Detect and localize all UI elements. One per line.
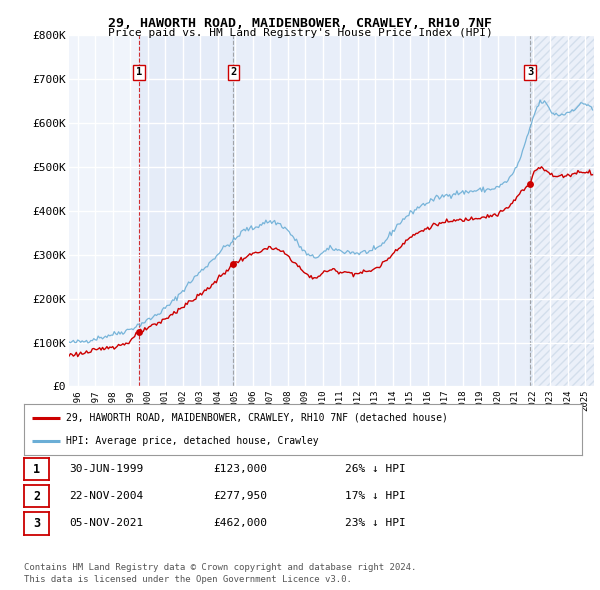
- Text: 3: 3: [33, 517, 40, 530]
- Bar: [530, 35, 594, 386]
- Text: £123,000: £123,000: [213, 464, 267, 474]
- Text: Price paid vs. HM Land Registry's House Price Index (HPI): Price paid vs. HM Land Registry's House …: [107, 28, 493, 38]
- Text: £462,000: £462,000: [213, 519, 267, 528]
- Text: 1: 1: [33, 463, 40, 476]
- Text: 17% ↓ HPI: 17% ↓ HPI: [345, 491, 406, 501]
- Bar: [139, 35, 233, 386]
- Text: 1: 1: [136, 67, 142, 77]
- Bar: [530, 35, 594, 386]
- Text: 23% ↓ HPI: 23% ↓ HPI: [345, 519, 406, 528]
- Text: 3: 3: [527, 67, 533, 77]
- Bar: [233, 35, 530, 386]
- Text: 30-JUN-1999: 30-JUN-1999: [69, 464, 143, 474]
- Text: 2: 2: [33, 490, 40, 503]
- Text: 29, HAWORTH ROAD, MAIDENBOWER, CRAWLEY, RH10 7NF: 29, HAWORTH ROAD, MAIDENBOWER, CRAWLEY, …: [108, 17, 492, 30]
- Text: 2: 2: [230, 67, 236, 77]
- Text: 22-NOV-2004: 22-NOV-2004: [69, 491, 143, 501]
- Text: 29, HAWORTH ROAD, MAIDENBOWER, CRAWLEY, RH10 7NF (detached house): 29, HAWORTH ROAD, MAIDENBOWER, CRAWLEY, …: [66, 412, 448, 422]
- Text: This data is licensed under the Open Government Licence v3.0.: This data is licensed under the Open Gov…: [24, 575, 352, 584]
- Text: 26% ↓ HPI: 26% ↓ HPI: [345, 464, 406, 474]
- Text: HPI: Average price, detached house, Crawley: HPI: Average price, detached house, Craw…: [66, 437, 319, 447]
- Text: 05-NOV-2021: 05-NOV-2021: [69, 519, 143, 528]
- Text: Contains HM Land Registry data © Crown copyright and database right 2024.: Contains HM Land Registry data © Crown c…: [24, 563, 416, 572]
- Text: £277,950: £277,950: [213, 491, 267, 501]
